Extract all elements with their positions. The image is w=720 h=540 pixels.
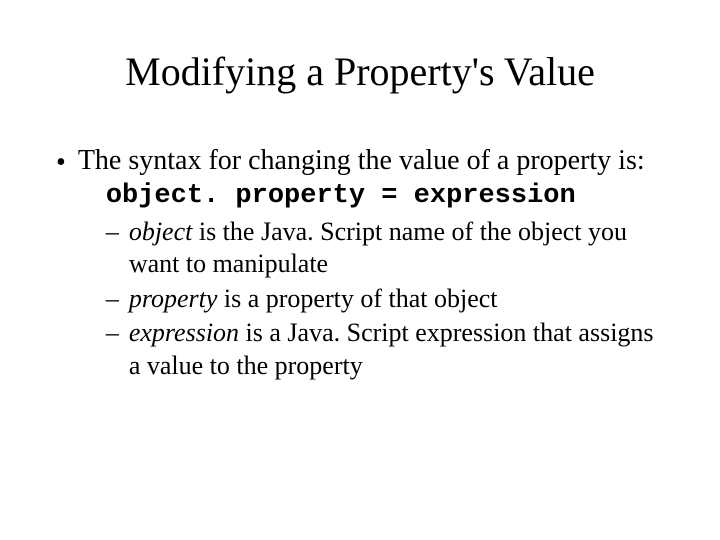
sub-term: object xyxy=(129,217,193,246)
slide: Modifying a Property's Value • The synta… xyxy=(0,0,720,540)
sub-item: – property is a property of that object xyxy=(106,283,670,316)
sub-body: expression is a Java. Script expression … xyxy=(129,317,670,382)
sub-term: property xyxy=(129,284,218,313)
bullet-marker: • xyxy=(56,145,66,180)
bullet-leadin: The syntax for changing the value of a p… xyxy=(78,143,670,178)
sub-marker: – xyxy=(106,216,119,249)
sub-item: – object is the Java. Script name of the… xyxy=(106,216,670,281)
sub-term: expression xyxy=(129,318,239,347)
slide-title: Modifying a Property's Value xyxy=(50,48,670,95)
code-syntax: object. property = expression xyxy=(106,180,670,214)
sub-marker: – xyxy=(106,283,119,316)
sub-item: – expression is a Java. Script expressio… xyxy=(106,317,670,382)
sub-rest: is the Java. Script name of the object y… xyxy=(129,217,627,279)
sub-marker: – xyxy=(106,317,119,350)
sub-rest: is a property of that object xyxy=(217,284,497,313)
bullet-body: The syntax for changing the value of a p… xyxy=(78,143,670,382)
sub-body: object is the Java. Script name of the o… xyxy=(129,216,670,281)
sub-body: property is a property of that object xyxy=(129,283,670,316)
bullet-item: • The syntax for changing the value of a… xyxy=(56,143,670,382)
